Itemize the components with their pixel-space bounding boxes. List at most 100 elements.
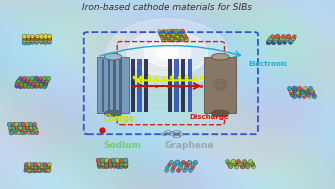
Point: [32, 167, 38, 170]
Point: [18, 128, 24, 131]
Point: [276, 41, 281, 44]
Text: Electronic: Electronic: [248, 61, 287, 67]
Point: [36, 80, 41, 83]
Point: [287, 41, 292, 44]
Point: [309, 90, 315, 93]
Point: [21, 36, 26, 39]
Point: [173, 38, 179, 41]
Point: [118, 160, 124, 163]
Point: [10, 123, 15, 126]
Point: [29, 128, 34, 131]
Point: [29, 130, 35, 133]
Point: [168, 160, 173, 163]
Point: [31, 125, 37, 128]
Point: [103, 160, 109, 163]
Point: [15, 80, 21, 83]
Point: [14, 83, 19, 86]
Bar: [181, 59, 185, 112]
Point: [22, 83, 27, 86]
Point: [39, 81, 44, 84]
Point: [47, 38, 52, 41]
Point: [189, 166, 194, 169]
Point: [168, 33, 174, 36]
Point: [107, 161, 113, 164]
Point: [35, 81, 40, 84]
Point: [34, 38, 39, 41]
Point: [44, 80, 49, 83]
Point: [29, 169, 35, 172]
Point: [26, 130, 31, 133]
Bar: [188, 59, 192, 112]
Point: [25, 38, 30, 41]
Point: [157, 32, 163, 35]
Point: [11, 128, 17, 131]
Point: [21, 34, 26, 37]
Point: [186, 160, 192, 163]
Point: [28, 78, 34, 81]
Point: [178, 33, 184, 36]
Point: [166, 163, 172, 166]
Point: [238, 163, 243, 166]
Point: [19, 80, 25, 83]
Bar: [113, 59, 116, 112]
Bar: [131, 59, 135, 112]
Point: [25, 34, 30, 37]
Circle shape: [127, 30, 208, 76]
Bar: [97, 57, 129, 113]
Point: [119, 164, 124, 167]
Point: [26, 83, 31, 86]
Point: [32, 128, 38, 131]
Point: [23, 80, 29, 83]
Point: [118, 158, 124, 161]
Point: [107, 158, 112, 161]
Point: [283, 39, 288, 42]
Point: [33, 130, 38, 133]
Point: [108, 165, 113, 168]
Point: [37, 76, 42, 79]
Point: [279, 36, 284, 39]
Point: [181, 168, 187, 171]
Point: [100, 165, 106, 168]
Point: [103, 158, 109, 161]
Ellipse shape: [104, 53, 122, 60]
Point: [107, 162, 113, 165]
Point: [166, 29, 172, 33]
Point: [122, 161, 127, 164]
Point: [96, 161, 101, 164]
Point: [33, 76, 38, 79]
Point: [12, 130, 17, 133]
Point: [99, 158, 105, 161]
Point: [26, 164, 31, 167]
Point: [296, 94, 302, 97]
Point: [23, 166, 28, 169]
Point: [177, 38, 182, 41]
Point: [47, 36, 52, 39]
Point: [247, 159, 252, 162]
Bar: [119, 59, 122, 112]
Point: [287, 88, 293, 91]
Point: [244, 163, 249, 166]
Point: [42, 83, 47, 86]
Point: [23, 164, 28, 167]
Point: [159, 36, 164, 39]
Point: [122, 164, 128, 167]
Point: [230, 159, 236, 162]
Point: [172, 36, 178, 39]
Point: [290, 92, 295, 95]
Point: [180, 160, 186, 163]
Point: [291, 94, 296, 97]
Point: [34, 34, 39, 37]
Point: [174, 160, 180, 163]
Point: [300, 92, 306, 95]
Point: [28, 125, 34, 128]
Point: [27, 80, 33, 83]
Point: [241, 159, 247, 162]
Circle shape: [144, 40, 191, 66]
Point: [172, 33, 177, 36]
Point: [29, 34, 35, 37]
Point: [29, 163, 35, 166]
Point: [17, 123, 22, 126]
Point: [27, 123, 33, 126]
Point: [156, 29, 162, 33]
Point: [161, 32, 166, 35]
